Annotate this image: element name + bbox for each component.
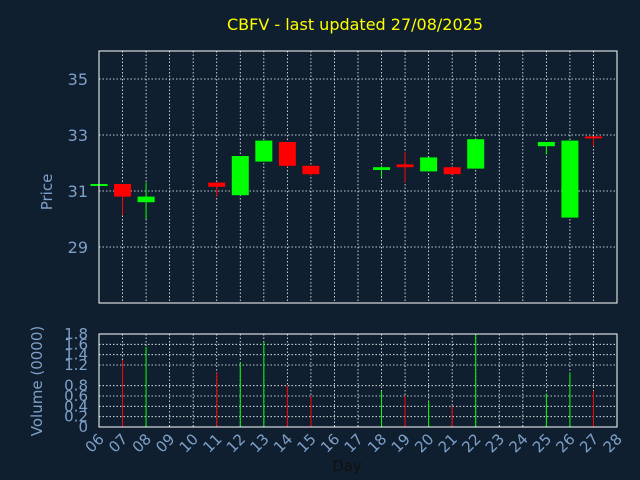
day-tick-label-17: 17 — [341, 430, 367, 456]
candle-body-12 — [231, 156, 249, 196]
day-tick-label-28: 28 — [600, 430, 626, 456]
price-tick-label: 35 — [68, 70, 88, 89]
candle-body-11 — [208, 182, 226, 187]
day-tick-label-12: 12 — [223, 430, 249, 456]
price-panel-frame — [98, 50, 618, 304]
volume-series — [122, 334, 594, 427]
volume-tick-label: 0.8 — [64, 377, 88, 395]
day-tick-label-23: 23 — [482, 430, 508, 456]
day-tick-label-19: 19 — [388, 430, 414, 456]
candle-body-20 — [420, 157, 438, 172]
candle-body-14 — [278, 142, 296, 166]
candle-body-08 — [137, 196, 155, 203]
candle-body-15 — [302, 165, 320, 175]
day-tick-label-15: 15 — [294, 430, 320, 456]
volume-tick-label: 0.4 — [64, 397, 88, 415]
volume-panel-frame — [98, 333, 618, 428]
day-tick-label-21: 21 — [435, 430, 461, 456]
candlestick-series — [90, 136, 602, 219]
candle-body-22 — [467, 139, 485, 169]
candle-body-21 — [443, 167, 461, 175]
price-tick-label: 31 — [68, 182, 88, 201]
volume-axis-label: Volume (0000) — [28, 326, 46, 436]
volume-tick-label: 1.4 — [64, 346, 88, 364]
x-axis-label: Day — [332, 457, 362, 475]
price-axis-label: Price — [38, 174, 56, 211]
volume-tick-label: 1.8 — [64, 325, 88, 343]
chart-title: CBFV - last updated 27/08/2025 — [227, 15, 483, 34]
volume-tick-label: 0.6 — [64, 387, 88, 405]
day-tick-label-22: 22 — [458, 430, 484, 456]
candle-body-13 — [255, 140, 273, 162]
day-tick-label-13: 13 — [246, 430, 272, 456]
day-tick-label-20: 20 — [411, 430, 437, 456]
day-tick-label-08: 08 — [129, 430, 155, 456]
day-tick-label-18: 18 — [364, 430, 390, 456]
candle-body-27 — [584, 136, 602, 139]
day-tick-labels: 0607080910111213141516171819202122232425… — [82, 430, 626, 456]
day-tick-label-11: 11 — [199, 430, 225, 456]
volume-tick-labels: 00.20.40.60.8 1.21.41.61.8 — [64, 325, 88, 436]
day-tick-label-26: 26 — [553, 430, 579, 456]
volume-tick-label: 1.2 — [64, 356, 88, 374]
day-tick-label-27: 27 — [576, 430, 602, 456]
day-tick-label-14: 14 — [270, 430, 296, 456]
candle-body-26 — [561, 140, 579, 218]
candle-body-18 — [373, 167, 391, 170]
volume-tick-label: 1.6 — [64, 335, 88, 353]
candle-body-19 — [396, 164, 414, 168]
price-tick-label: 29 — [68, 238, 88, 257]
day-tick-label-10: 10 — [176, 430, 202, 456]
candle-body-25 — [537, 142, 555, 147]
day-tick-label-07: 07 — [105, 430, 131, 456]
volume-gridlines — [98, 333, 618, 428]
day-tick-label-24: 24 — [505, 430, 531, 456]
volume-tick-label: 0 — [78, 418, 88, 436]
price-tick-label: 33 — [68, 126, 88, 145]
day-tick-label-16: 16 — [317, 430, 343, 456]
candle-body-07 — [114, 184, 132, 197]
volume-tick-label: 0.2 — [64, 408, 88, 426]
day-tick-label-25: 25 — [529, 430, 555, 456]
day-tick-label-09: 09 — [152, 430, 178, 456]
price-tick-labels: 29 31 33 35 — [68, 70, 88, 257]
price-gridlines — [98, 51, 618, 303]
